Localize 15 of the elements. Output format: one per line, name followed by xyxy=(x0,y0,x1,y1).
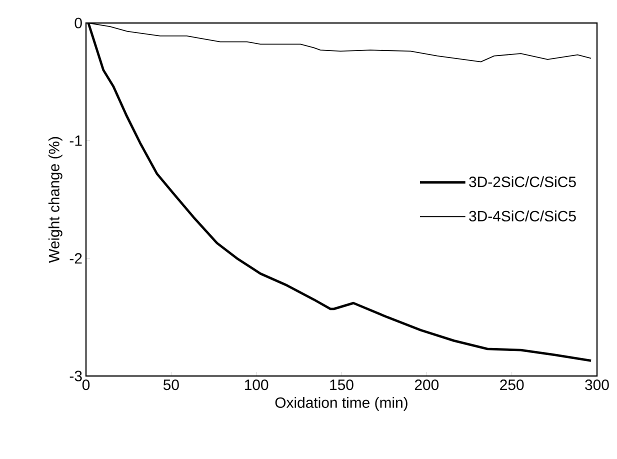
x-tick-label: 200 xyxy=(414,380,439,390)
x-tick-label: 0 xyxy=(82,380,90,390)
legend-label: 3D-2SiC/C/SiC5 xyxy=(469,176,576,188)
y-axis-title: Weight change (%) xyxy=(48,137,62,263)
x-tick-label: 150 xyxy=(330,380,354,390)
y-tick-label: -1 xyxy=(70,136,82,146)
legend-label: 3D-4SiC/C/SiC5 xyxy=(469,210,576,222)
x-tick-label: 300 xyxy=(585,380,609,390)
y-tick-label: -3 xyxy=(70,370,82,382)
x-axis-title: Oxidation time (min) xyxy=(275,396,408,411)
y-tick-label: -2 xyxy=(70,253,82,264)
x-tick-label: 50 xyxy=(163,380,179,390)
x-tick-label: 100 xyxy=(245,380,268,390)
x-tick-label: 250 xyxy=(500,380,524,390)
y-tick-label: 0 xyxy=(74,18,82,28)
